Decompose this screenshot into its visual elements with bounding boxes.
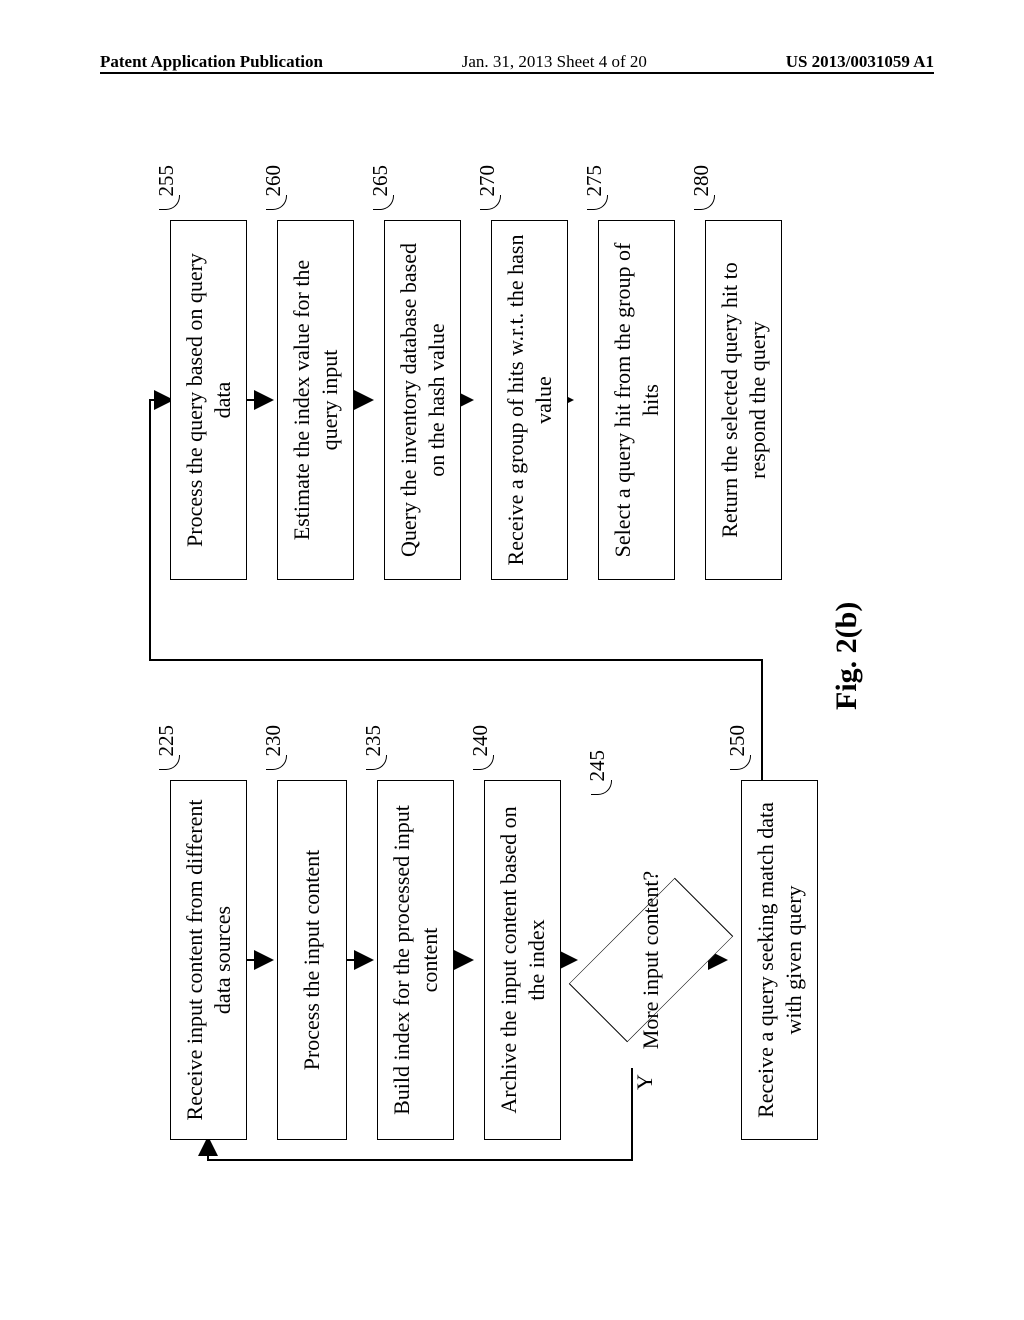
page: Patent Application Publication Jan. 31, … — [0, 0, 1024, 1320]
step-270-label: 270 — [474, 165, 500, 197]
decision-245: More input content? 245 — [591, 780, 711, 1140]
step-280: Return the selected query hit to respond… — [705, 220, 782, 580]
step-280-label: 280 — [688, 165, 714, 197]
right-column: Process the query based on query data 25… — [170, 180, 812, 580]
step-265-label: 265 — [367, 165, 393, 197]
step-255: Process the query based on query data 25… — [170, 220, 247, 580]
header-left: Patent Application Publication — [100, 52, 323, 72]
step-265-text: Query the inventory database based on th… — [395, 233, 450, 567]
figure-caption: Fig. 2(b) — [830, 602, 864, 710]
step-225: Receive input content from different dat… — [170, 780, 247, 1140]
step-230-text: Process the input content — [298, 850, 326, 1071]
step-255-label: 255 — [153, 165, 179, 197]
header-right: US 2013/0031059 A1 — [786, 52, 934, 72]
step-235: Build index for the processed input cont… — [377, 780, 454, 1140]
step-260: Estimate the index value for the query i… — [277, 220, 354, 580]
step-270: Receive a group of hits w.r.t. the hasn … — [491, 220, 568, 580]
figure-2b: Y Receive input content from different d… — [130, 160, 890, 1180]
step-270-text: Receive a group of hits w.r.t. the hasn … — [502, 233, 557, 567]
step-225-text: Receive input content from different dat… — [181, 793, 236, 1127]
step-240-label: 240 — [467, 725, 493, 757]
decision-245-text: More input content? — [591, 780, 711, 1140]
step-260-label: 260 — [260, 165, 286, 197]
step-275-label: 275 — [581, 165, 607, 197]
step-230: Process the input content 230 — [277, 780, 347, 1140]
step-235-label: 235 — [360, 725, 386, 757]
step-250: Receive a query seeking match data with … — [741, 780, 818, 1140]
step-240-text: Archive the input content based on the i… — [495, 793, 550, 1127]
step-230-label: 230 — [260, 725, 286, 757]
step-260-text: Estimate the index value for the query i… — [288, 233, 343, 567]
step-255-text: Process the query based on query data — [181, 233, 236, 567]
step-275: Select a query hit from the group of hit… — [598, 220, 675, 580]
flowchart-rotated: Y Receive input content from different d… — [130, 160, 890, 1180]
step-280-text: Return the selected query hit to respond… — [716, 233, 771, 567]
page-header: Patent Application Publication Jan. 31, … — [0, 48, 1024, 74]
step-235-text: Build index for the processed input cont… — [388, 793, 443, 1127]
header-rule — [100, 72, 934, 74]
step-225-label: 225 — [153, 725, 179, 757]
step-250-label: 250 — [724, 725, 750, 757]
step-265: Query the inventory database based on th… — [384, 220, 461, 580]
header-middle: Jan. 31, 2013 Sheet 4 of 20 — [462, 52, 647, 72]
header-row: Patent Application Publication Jan. 31, … — [0, 48, 1024, 72]
step-250-text: Receive a query seeking match data with … — [752, 793, 807, 1127]
left-column: Receive input content from different dat… — [170, 740, 848, 1140]
decision-245-label: 245 — [585, 750, 610, 782]
step-275-text: Select a query hit from the group of hit… — [609, 233, 664, 567]
step-240: Archive the input content based on the i… — [484, 780, 561, 1140]
